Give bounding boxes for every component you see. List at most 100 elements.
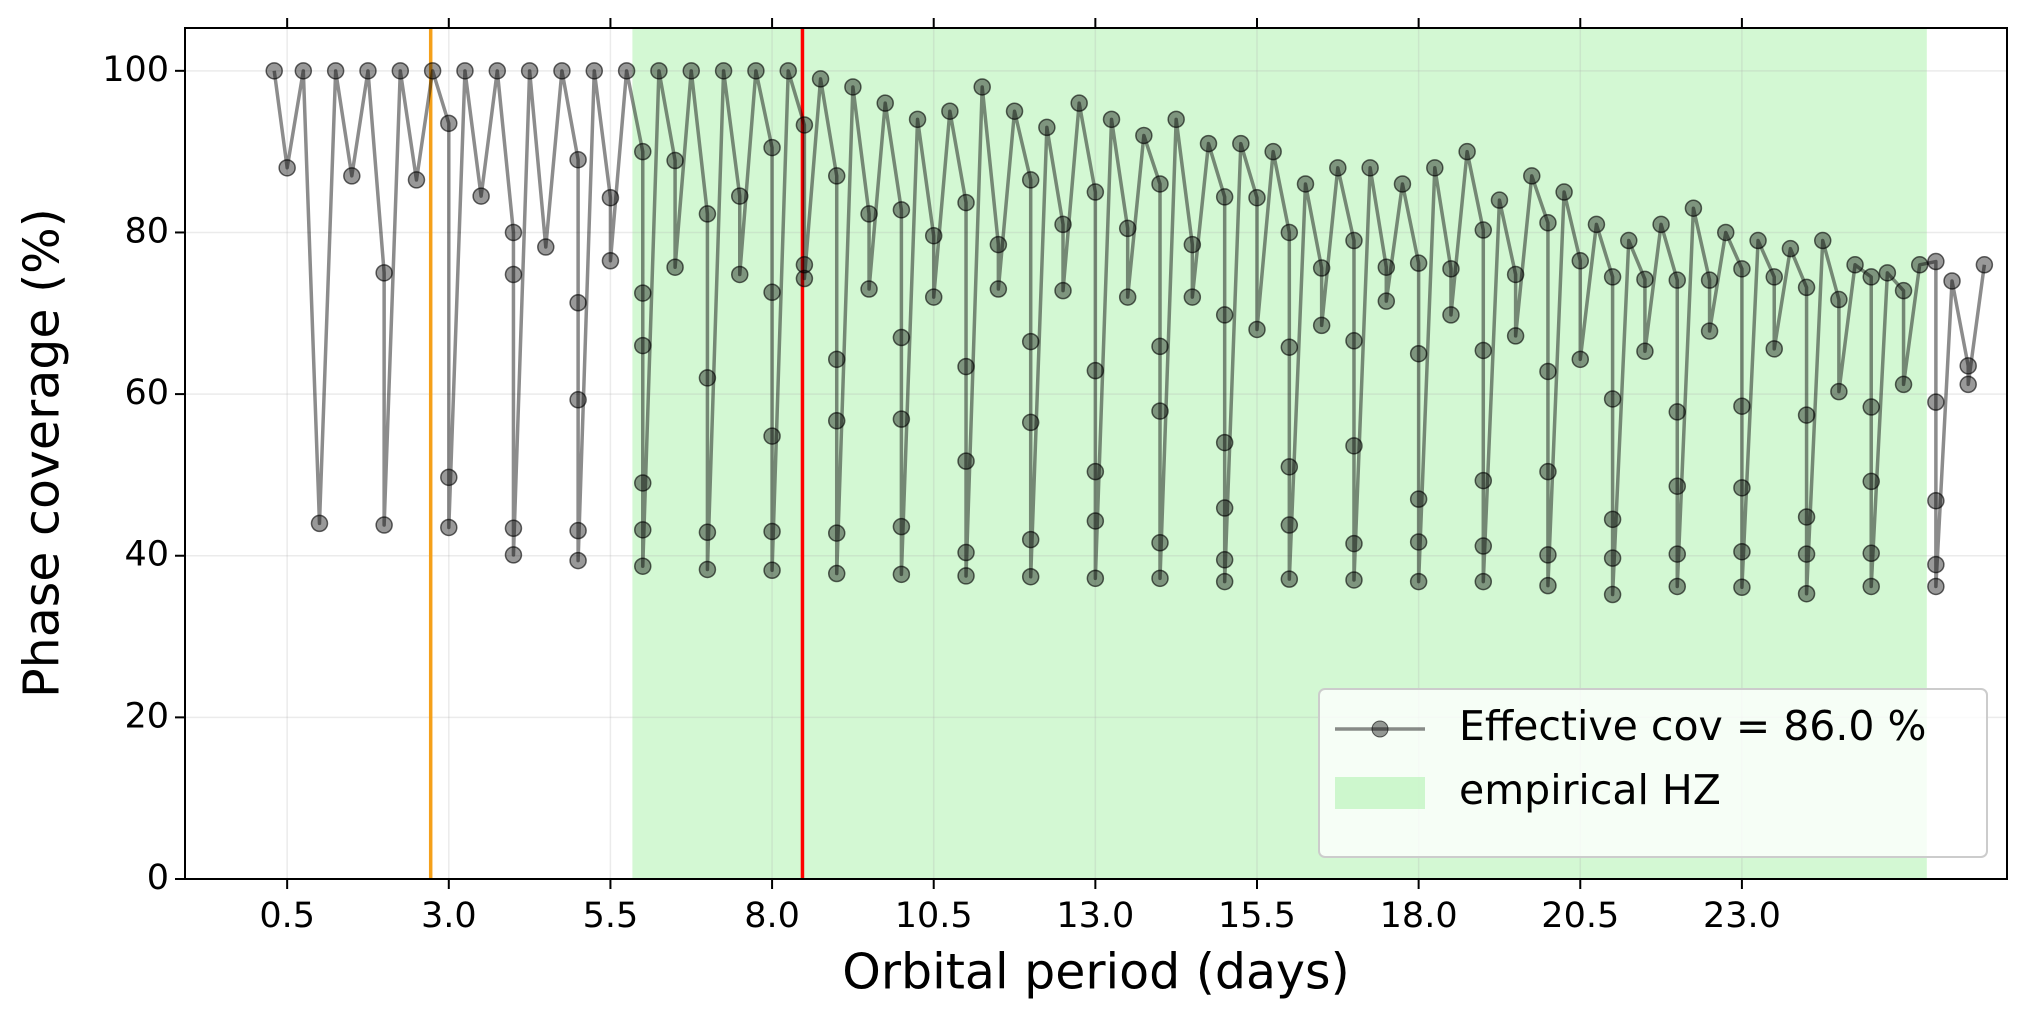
point	[1312, 316, 1331, 335]
point	[827, 167, 846, 185]
point	[957, 357, 975, 376]
point	[504, 223, 523, 242]
point	[957, 193, 975, 212]
point	[698, 369, 717, 387]
y-tick-label: 60	[124, 373, 169, 413]
point	[1345, 571, 1363, 589]
point	[892, 565, 911, 584]
point	[1021, 171, 1040, 189]
point	[698, 205, 717, 223]
point	[1377, 258, 1396, 276]
point	[666, 151, 684, 170]
point	[892, 517, 911, 536]
point	[1442, 260, 1460, 278]
point	[1232, 134, 1250, 153]
point	[1733, 578, 1751, 597]
y-tick-label: 40	[124, 535, 169, 575]
point	[375, 516, 393, 534]
point	[763, 138, 781, 157]
point	[294, 62, 313, 80]
point	[440, 468, 458, 487]
point	[1894, 375, 1913, 394]
point	[634, 557, 652, 575]
point	[1199, 134, 1218, 153]
point	[1894, 281, 1913, 300]
point	[1345, 332, 1363, 350]
point	[827, 350, 846, 369]
point	[569, 150, 587, 169]
point	[1474, 572, 1493, 591]
point	[359, 62, 377, 80]
point	[860, 205, 878, 223]
point	[1054, 215, 1072, 234]
point	[811, 70, 830, 88]
point	[634, 521, 652, 539]
point	[1474, 471, 1493, 490]
point	[682, 62, 701, 80]
point	[924, 288, 943, 306]
point	[504, 546, 523, 564]
point	[1442, 306, 1460, 324]
point	[343, 167, 361, 185]
point	[1846, 256, 1864, 274]
point	[924, 226, 943, 245]
point	[1426, 159, 1444, 177]
point	[1862, 398, 1880, 416]
point	[1733, 397, 1751, 415]
point	[634, 336, 652, 355]
point	[1070, 94, 1088, 112]
point	[1910, 256, 1929, 274]
point	[1636, 270, 1654, 289]
point	[1636, 342, 1654, 361]
point	[1539, 214, 1557, 232]
point	[1927, 555, 1945, 574]
point	[1458, 142, 1476, 161]
point	[1587, 215, 1606, 234]
point	[1797, 545, 1816, 563]
point	[747, 62, 765, 80]
point	[472, 187, 490, 205]
point	[1733, 542, 1751, 561]
point	[1959, 357, 1977, 375]
point	[941, 102, 959, 120]
point	[957, 567, 975, 585]
point	[1862, 577, 1880, 596]
point	[1797, 278, 1816, 297]
point	[617, 62, 636, 80]
x-tick-label: 23.0	[1703, 896, 1781, 936]
point	[1215, 572, 1234, 591]
point	[1021, 332, 1040, 351]
point	[892, 410, 911, 428]
point	[973, 78, 991, 96]
point	[440, 518, 458, 537]
point	[1830, 382, 1848, 401]
point	[1716, 223, 1735, 242]
point	[1862, 472, 1880, 491]
point	[1862, 268, 1880, 286]
y-axis-label: Phase coverage (%)	[14, 208, 71, 698]
point	[569, 391, 587, 409]
legend-patch	[1335, 777, 1425, 809]
point	[1603, 268, 1622, 286]
x-tick-label: 15.5	[1218, 896, 1296, 936]
point	[1409, 490, 1428, 508]
point	[520, 62, 539, 80]
plot-frame	[184, 27, 2008, 880]
point	[860, 280, 878, 298]
point	[1409, 254, 1428, 272]
point	[504, 265, 523, 284]
point	[1167, 110, 1185, 129]
point	[1603, 510, 1622, 529]
point	[456, 62, 474, 80]
point	[1248, 188, 1266, 207]
point	[1086, 183, 1105, 201]
point	[1539, 462, 1557, 481]
legend-label: Effective cov = 86.0 %	[1459, 702, 1927, 750]
y-tick-label: 20	[124, 696, 169, 736]
point	[827, 412, 846, 430]
x-tick-label: 0.5	[259, 896, 315, 936]
point	[1668, 545, 1687, 563]
point	[827, 564, 846, 583]
